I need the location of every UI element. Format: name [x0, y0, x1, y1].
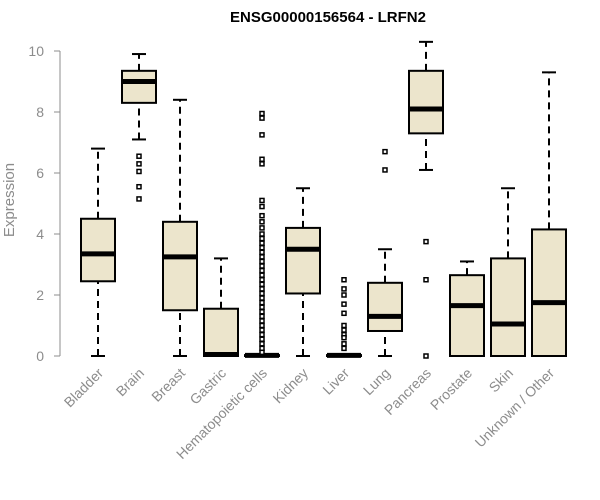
outlier-point	[341, 277, 347, 283]
outlier-point	[259, 225, 265, 231]
outlier-point	[259, 295, 265, 301]
box-iqr	[80, 217, 116, 283]
outlier-point	[259, 235, 265, 242]
outlier-point	[259, 313, 265, 320]
y-tick-label: 10	[28, 43, 44, 59]
outlier-point	[341, 327, 347, 333]
outlier-point	[341, 286, 347, 292]
outlier-point	[259, 267, 265, 274]
outlier-point	[136, 196, 142, 202]
boxes	[80, 40, 567, 359]
y-tick-label: 4	[36, 226, 44, 242]
outlier-point	[259, 244, 265, 251]
box-iqr	[162, 220, 198, 312]
outlier-point	[259, 277, 265, 283]
outlier-point	[259, 327, 265, 333]
outlier-point	[259, 203, 265, 210]
y-tick-label: 2	[36, 287, 44, 303]
outlier-point	[382, 148, 388, 155]
outlier-point	[259, 322, 265, 329]
outlier-point	[136, 161, 142, 167]
outlier-point	[136, 153, 142, 159]
outlier-point	[341, 310, 347, 317]
box-6	[326, 277, 362, 358]
outlier-point	[341, 341, 347, 347]
y-tick-label: 0	[36, 348, 44, 364]
outlier-point	[136, 183, 142, 190]
outlier-point	[341, 322, 347, 329]
outlier-point	[259, 219, 265, 225]
y-axis: 0 2 4 6 8 10	[28, 43, 61, 364]
outlier-point	[423, 238, 429, 245]
box-2	[162, 98, 198, 357]
y-tick-label: 8	[36, 104, 44, 120]
outlier-point	[341, 345, 347, 352]
outlier-point	[259, 336, 265, 342]
outlier-point	[259, 309, 265, 315]
outlier-point	[259, 132, 265, 138]
outlier-point	[259, 272, 265, 278]
outlier-point	[259, 161, 265, 167]
outlier-point	[423, 353, 429, 359]
outlier-point	[423, 277, 429, 283]
box-iqr	[367, 281, 403, 332]
outlier-point	[259, 258, 265, 265]
outlier-point	[259, 341, 265, 347]
box-iqr	[490, 257, 526, 357]
outlier-point	[259, 299, 265, 306]
outlier-point	[259, 115, 265, 121]
outlier-point	[259, 212, 265, 219]
box-5	[285, 187, 321, 357]
box-9	[449, 260, 485, 357]
box-10	[490, 187, 526, 357]
outlier-point	[341, 334, 347, 341]
box-iqr	[203, 307, 239, 358]
x-tick-label: Liver	[319, 365, 352, 398]
outlier-point	[259, 240, 265, 246]
box-iqr	[408, 69, 444, 135]
y-tick-label: 6	[36, 165, 44, 181]
outlier-point	[259, 197, 265, 204]
outlier-point	[259, 249, 265, 256]
outlier-point	[136, 168, 142, 175]
x-tick-label: Prostate	[427, 365, 475, 413]
x-tick-label: Breast	[148, 365, 188, 405]
y-axis-label: Expression	[1, 163, 18, 237]
outlier-point	[259, 304, 265, 310]
box-iqr	[121, 69, 157, 104]
box-3	[203, 257, 239, 358]
outlier-point	[259, 254, 265, 260]
box-iqr	[285, 226, 321, 295]
box-4	[244, 110, 280, 358]
box-0	[80, 147, 116, 357]
chart-title: ENSG00000156564 - LRFN2	[230, 9, 426, 26]
box-7	[367, 148, 403, 357]
outlier-point	[341, 301, 347, 307]
outlier-point	[259, 110, 265, 117]
outlier-point	[259, 231, 265, 237]
x-tick-label: Bladder	[61, 365, 107, 411]
box-iqr	[449, 274, 485, 357]
x-tick-label: Skin	[486, 365, 517, 396]
x-tick-label: Kidney	[270, 365, 312, 407]
x-tick-label: Lung	[360, 365, 393, 398]
outlier-point	[259, 263, 265, 269]
outlier-point	[259, 286, 265, 292]
outlier-point	[259, 331, 265, 338]
outlier-point	[259, 156, 265, 163]
x-tick-label: Brain	[113, 365, 147, 399]
box-8	[408, 40, 444, 359]
outlier-point	[259, 349, 265, 356]
outlier-point	[259, 318, 265, 324]
box-iqr	[531, 228, 567, 357]
box-11	[531, 71, 567, 357]
box-1	[121, 53, 157, 202]
outlier-point	[382, 167, 388, 173]
outlier-point	[341, 292, 347, 298]
outlier-point	[259, 290, 265, 297]
outlier-point	[259, 281, 265, 288]
